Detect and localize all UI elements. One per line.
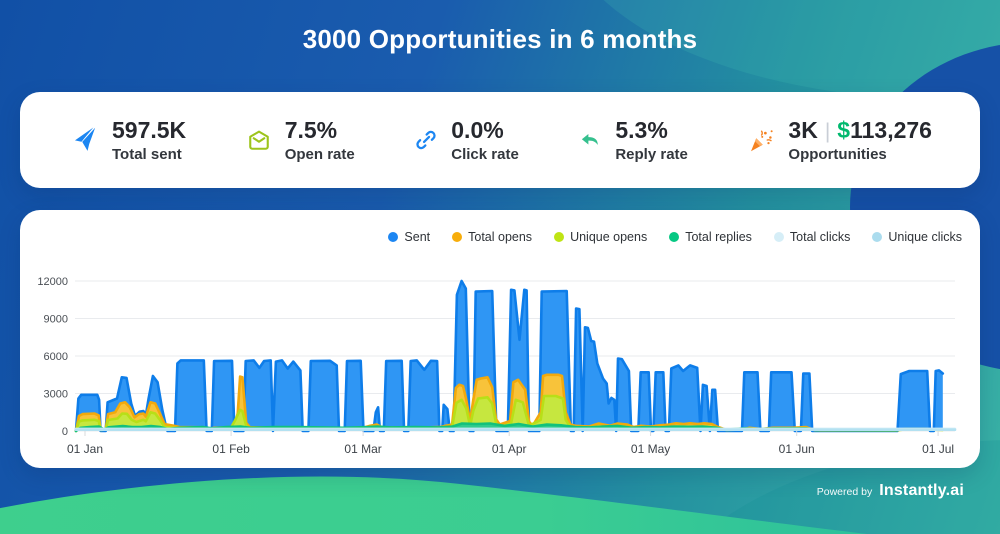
stat-value: 3K | $113,276 <box>788 117 932 144</box>
svg-text:12000: 12000 <box>37 276 68 288</box>
legend-item-total-replies[interactable]: Total replies <box>669 230 752 244</box>
stat-label: Click rate <box>451 145 519 163</box>
legend-label: Unique clicks <box>888 230 962 244</box>
stat-value: 0.0% <box>451 117 504 144</box>
legend-label: Total replies <box>685 230 752 244</box>
legend-item-total-clicks[interactable]: Total clicks <box>773 230 851 244</box>
powered-by-text: Powered by <box>816 486 873 498</box>
currency-symbol: $ <box>837 116 851 143</box>
stat-label: Open rate <box>284 145 355 163</box>
stat-open-rate: 7.5% Open rate <box>245 117 355 163</box>
stat-click-rate: 0.0% Click rate <box>413 117 519 163</box>
legend-item-total-opens[interactable]: Total opens <box>452 230 532 244</box>
reply-arrow-icon <box>577 127 603 153</box>
legend-dot <box>872 232 883 242</box>
stat-opportunities: 3K | $113,276 Opportunities <box>746 117 932 163</box>
legend-dot <box>669 232 680 242</box>
stats-card: 597.5K Total sent 7.5% Open rate <box>20 92 980 188</box>
svg-text:01 Feb: 01 Feb <box>212 442 250 456</box>
stat-reply-rate: 5.3% Reply rate <box>577 117 688 163</box>
brand-name: Instantly.ai <box>879 482 964 499</box>
stat-value: 7.5% <box>284 117 338 144</box>
legend-dot <box>452 232 463 242</box>
legend-item-sent[interactable]: Sent <box>388 230 430 244</box>
stat-total-sent: 597.5K Total sent <box>70 117 187 163</box>
svg-text:01 Apr: 01 Apr <box>492 442 527 456</box>
envelope-open-icon <box>245 126 273 154</box>
stat-label: Reply rate <box>615 145 688 163</box>
svg-text:9000: 9000 <box>44 314 68 326</box>
chart-card: 0 3000 6000 9000 12000 01 Jan 01 Feb 01 Mar 01 A… <box>20 210 980 468</box>
legend-dot <box>388 232 399 242</box>
stat-label: Opportunities <box>788 146 887 164</box>
legend-label: Total opens <box>468 230 533 244</box>
stat-value: 597.5K <box>112 117 187 144</box>
email-activity-chart: 0 3000 6000 9000 12000 01 Jan 01 Feb 01 Mar 01 A… <box>37 276 957 456</box>
page-title: 3000 Opportunities in 6 months <box>302 24 698 54</box>
legend-item-unique-opens[interactable]: Unique opens <box>554 230 647 244</box>
legend-label: Unique opens <box>570 230 648 244</box>
svg-text:01 Jan: 01 Jan <box>67 442 103 456</box>
svg-text:01 Jul: 01 Jul <box>922 442 954 456</box>
legend-item-unique-clicks[interactable]: Unique clicks <box>872 230 962 244</box>
legend-label: Total clicks <box>789 230 851 244</box>
svg-text:01 Jun: 01 Jun <box>779 442 815 456</box>
legend-dot <box>773 232 784 242</box>
powered-by-badge: Powered by Instantly.ai <box>817 482 964 500</box>
party-popper-icon <box>746 125 776 155</box>
send-icon <box>70 125 100 155</box>
background-wave-bottom-left <box>0 476 867 534</box>
stat-label: Total sent <box>112 145 182 163</box>
svg-text:01 Mar: 01 Mar <box>344 442 381 456</box>
legend-label: Sent <box>404 230 431 244</box>
link-icon <box>413 127 439 153</box>
opportunities-amount: 113,276 <box>850 116 932 143</box>
svg-text:01 May: 01 May <box>631 442 670 456</box>
chart-legend: Sent Total opens Unique opens Total replies… <box>388 230 962 244</box>
legend-dot <box>554 232 565 242</box>
svg-text:3000: 3000 <box>44 389 68 401</box>
svg-text:0: 0 <box>62 426 68 438</box>
value-separator: | <box>824 119 831 143</box>
svg-text:6000: 6000 <box>44 351 68 363</box>
opportunities-count: 3K <box>788 116 818 143</box>
stat-value: 5.3% <box>615 117 668 144</box>
